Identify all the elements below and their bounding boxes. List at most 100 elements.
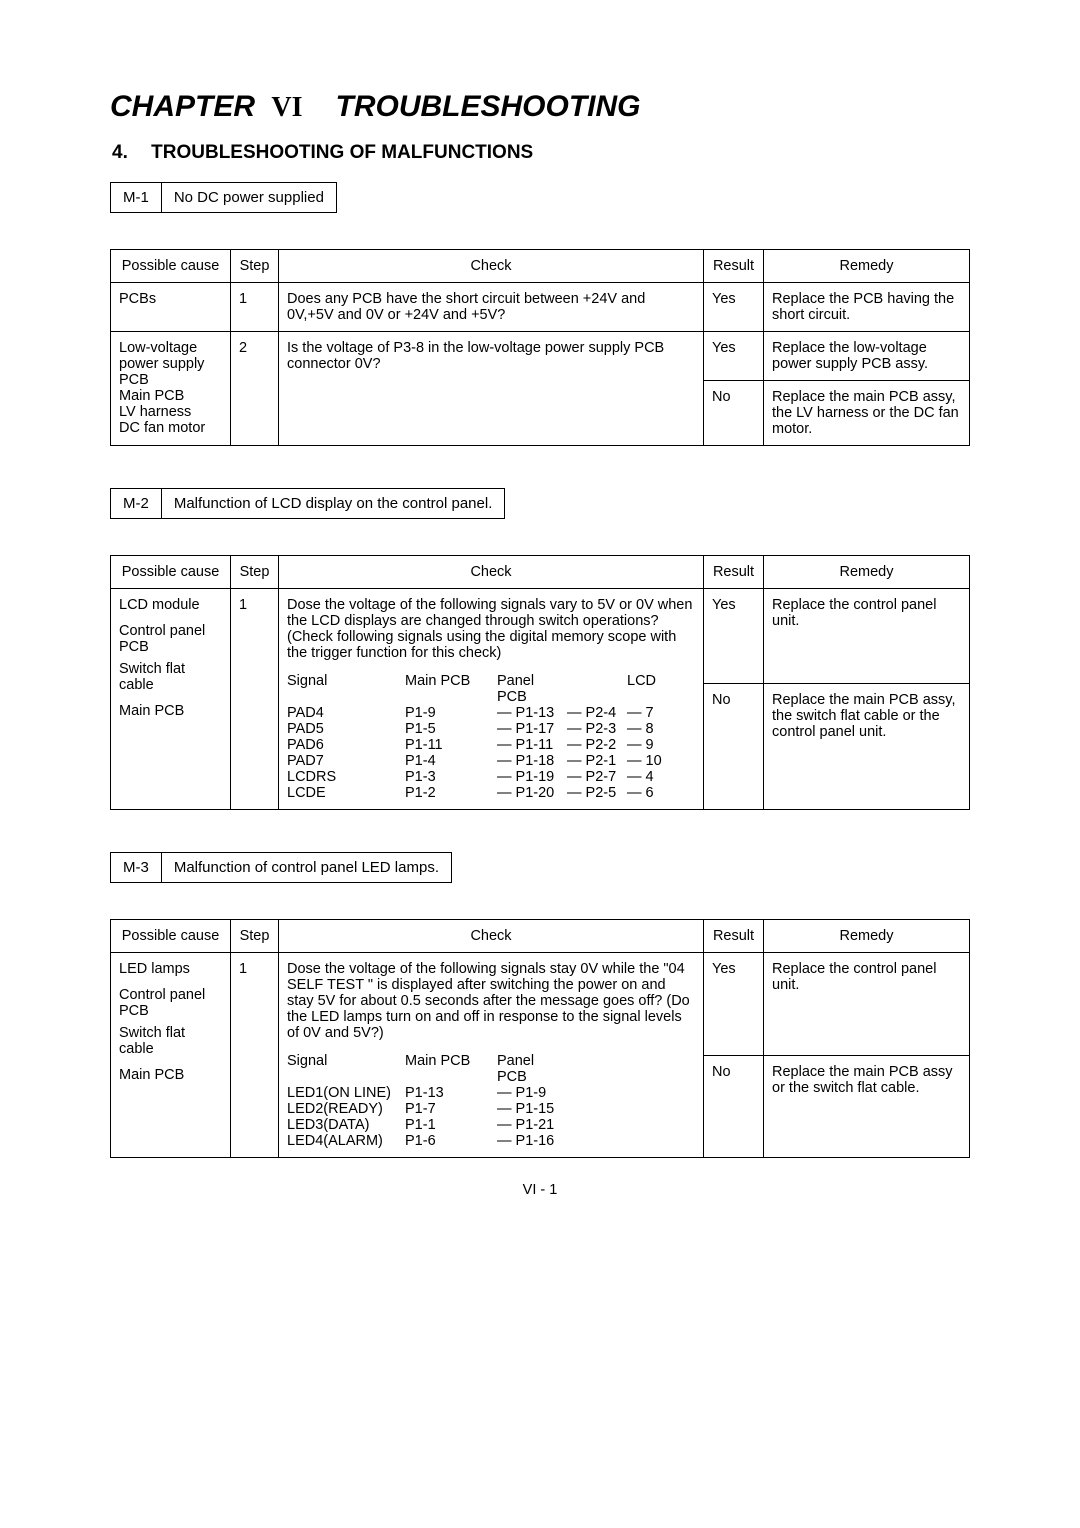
sig-panel: — P1-18: [497, 753, 567, 769]
col-result: Result: [704, 920, 764, 953]
m2-title: Malfunction of LCD display on the contro…: [162, 489, 505, 518]
sig-lcd2: — 4: [627, 769, 667, 785]
sig-lcd2: — 7: [627, 705, 667, 721]
cell-result: Yes: [704, 283, 764, 332]
sig-main: P1-3: [405, 769, 497, 785]
sig-hdr-mainpcb: Main PCB: [405, 673, 497, 705]
cell-step: 1: [231, 283, 279, 332]
sig-name: PAD4: [287, 705, 405, 721]
sig-panel: — P1-11: [497, 737, 567, 753]
sig-panel: — P1-13: [497, 705, 567, 721]
cell-cause: LCD module Control panel PCB Switch flat…: [111, 589, 231, 810]
table-header-row: Possible cause Step Check Result Remedy: [111, 556, 970, 589]
m2-header-box: M-2 Malfunction of LCD display on the co…: [110, 488, 505, 519]
cell-check: Does any PCB have the short circuit betw…: [279, 283, 704, 332]
cell-step: 1: [231, 589, 279, 810]
cell-remedy: Replace the main PCB assy, the switch fl…: [764, 683, 970, 809]
sig-main: P1-5: [405, 721, 497, 737]
m1-header-box: M-1 No DC power supplied: [110, 182, 337, 213]
cell-remedy: Replace the low-voltage power supply PCB…: [764, 332, 970, 381]
col-step: Step: [231, 250, 279, 283]
sig-main: P1-1: [405, 1117, 497, 1133]
cause-line: Low-voltage power supply PCB: [119, 340, 222, 388]
m3-header-box: M-3 Malfunction of control panel LED lam…: [110, 852, 452, 883]
sig-panel: — P1-19: [497, 769, 567, 785]
col-remedy: Remedy: [764, 250, 970, 283]
section-title: 4. TROUBLESHOOTING OF MALFUNCTIONS: [110, 142, 970, 164]
sig-main: P1-4: [405, 753, 497, 769]
cell-cause: PCBs: [111, 283, 231, 332]
m1-title: No DC power supplied: [162, 183, 336, 212]
m3-title: Malfunction of control panel LED lamps.: [162, 853, 451, 882]
cell-cause: LED lamps Control panel PCB Switch flat …: [111, 953, 231, 1158]
m3-id: M-3: [111, 853, 162, 882]
cell-remedy: Replace the main PCB assy, the LV harnes…: [764, 381, 970, 446]
sig-lcd2: — 6: [627, 785, 667, 801]
sig-main: P1-13: [405, 1085, 497, 1101]
signal-table: Signal Main PCB Panel PCB LCD PAD4P1-9— …: [287, 673, 695, 801]
table-row: Low-voltage power supply PCB Main PCB LV…: [111, 332, 970, 381]
cause-line: DC fan motor: [119, 420, 222, 436]
sig-lcd1: — P2-2: [567, 737, 627, 753]
sig-lcd2: — 8: [627, 721, 667, 737]
sig-lcd1: — P2-5: [567, 785, 627, 801]
sig-name: LCDRS: [287, 769, 405, 785]
sig-name: LED3(DATA): [287, 1117, 405, 1133]
sig-panel: — P1-9: [497, 1085, 567, 1101]
cell-result: No: [704, 1055, 764, 1158]
col-remedy: Remedy: [764, 556, 970, 589]
cell-result: Yes: [704, 953, 764, 1056]
cause-line: Main PCB: [119, 388, 222, 404]
sig-lcd2: — 9: [627, 737, 667, 753]
sig-hdr-lcd: LCD: [627, 673, 667, 705]
cause-line: Switch flat cable: [119, 661, 222, 693]
cause-line: Main PCB: [119, 703, 222, 719]
m2-id: M-2: [111, 489, 162, 518]
sig-lcd1: — P2-7: [567, 769, 627, 785]
col-check: Check: [279, 250, 704, 283]
table-row: LCD module Control panel PCB Switch flat…: [111, 589, 970, 684]
col-result: Result: [704, 556, 764, 589]
cell-remedy: Replace the PCB having the short circuit…: [764, 283, 970, 332]
m3-table: Possible cause Step Check Result Remedy …: [110, 919, 970, 1158]
cell-result: No: [704, 381, 764, 446]
col-cause: Possible cause: [111, 250, 231, 283]
cause-line: LED lamps: [119, 961, 222, 977]
cell-step: 2: [231, 332, 279, 446]
sig-name: LED1(ON LINE): [287, 1085, 405, 1101]
page-footer: VI - 1: [110, 1182, 970, 1198]
chapter-suffix: TROUBLESHOOTING: [336, 90, 641, 123]
table-header-row: Possible cause Step Check Result Remedy: [111, 920, 970, 953]
sig-hdr-panelpcb: Panel PCB: [497, 673, 567, 705]
signal-table: Signal Main PCB Panel PCB LED1(ON LINE)P…: [287, 1053, 695, 1149]
cause-line: Main PCB: [119, 1067, 222, 1083]
sig-hdr-signal: Signal: [287, 1053, 405, 1085]
table-header-row: Possible cause Step Check Result Remedy: [111, 250, 970, 283]
col-step: Step: [231, 920, 279, 953]
cell-result: Yes: [704, 332, 764, 381]
cell-result: No: [704, 683, 764, 809]
cause-line: LCD module: [119, 597, 222, 613]
sig-main: P1-9: [405, 705, 497, 721]
cell-result: Yes: [704, 589, 764, 684]
sig-name: LED4(ALARM): [287, 1133, 405, 1149]
check-text: Dose the voltage of the following signal…: [287, 597, 695, 661]
section-text: TROUBLESHOOTING OF MALFUNCTIONS: [151, 142, 533, 163]
sig-panel: — P1-15: [497, 1101, 567, 1117]
col-result: Result: [704, 250, 764, 283]
sig-lcd2: — 10: [627, 753, 667, 769]
cause-line: Control panel PCB: [119, 987, 222, 1019]
chapter-title: CHAPTER VI TROUBLESHOOTING: [110, 90, 970, 124]
sig-lcd1: — P2-3: [567, 721, 627, 737]
cell-remedy: Replace the control panel unit.: [764, 953, 970, 1056]
sig-name: PAD5: [287, 721, 405, 737]
sig-hdr-mainpcb: Main PCB: [405, 1053, 497, 1085]
sig-lcd1: — P2-4: [567, 705, 627, 721]
cell-step: 1: [231, 953, 279, 1158]
sig-lcd1: — P2-1: [567, 753, 627, 769]
cell-check: Dose the voltage of the following signal…: [279, 589, 704, 810]
table-row: PCBs 1 Does any PCB have the short circu…: [111, 283, 970, 332]
col-check: Check: [279, 920, 704, 953]
cell-remedy: Replace the main PCB assy or the switch …: [764, 1055, 970, 1158]
sig-panel: — P1-20: [497, 785, 567, 801]
